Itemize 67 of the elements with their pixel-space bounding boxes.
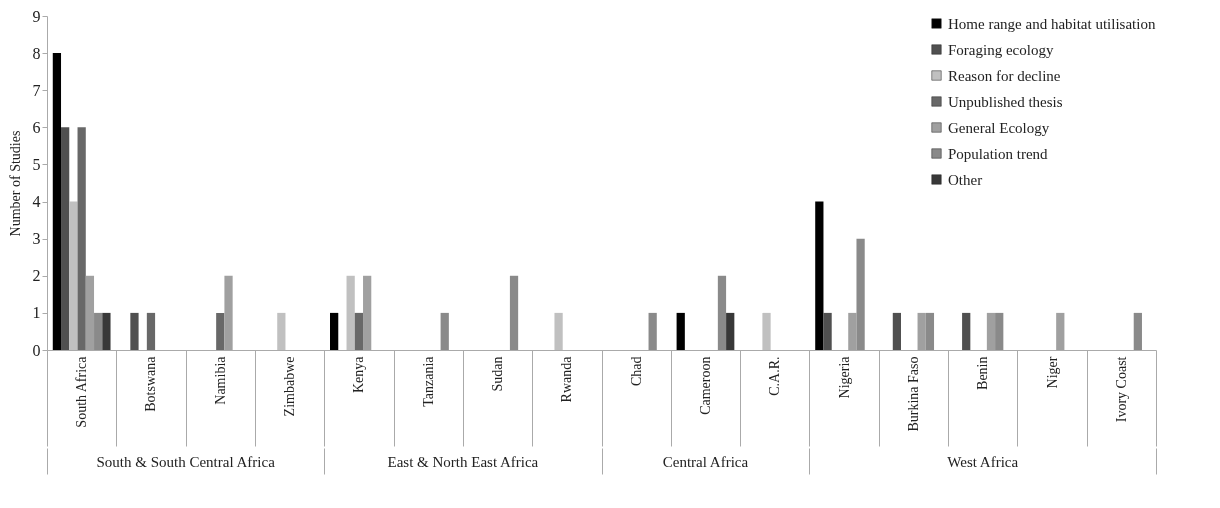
legend-label: Home range and habitat utilisation xyxy=(948,15,1156,32)
legend-label: Reason for decline xyxy=(948,67,1061,84)
x-tick-label: Kenya xyxy=(351,355,367,394)
x-tick-label: South Africa xyxy=(74,355,90,428)
bar xyxy=(94,312,103,350)
bar xyxy=(815,201,824,350)
y-tick-label: 1 xyxy=(32,304,41,322)
bar xyxy=(69,201,78,350)
y-tick-label: 6 xyxy=(32,118,41,136)
bar xyxy=(823,312,832,350)
bar xyxy=(61,127,70,350)
bar xyxy=(52,53,62,350)
legend-label: General Ecology xyxy=(948,119,1050,136)
x-tick-label: Zimbabwe xyxy=(282,356,298,417)
x-tick-label: Chad xyxy=(628,356,644,387)
bar xyxy=(676,312,685,350)
y-tick-label: 0 xyxy=(32,341,41,359)
bar xyxy=(102,312,111,350)
bar xyxy=(216,312,225,350)
bar xyxy=(717,275,727,350)
x-tick-label: Cameroon xyxy=(697,356,713,415)
y-axis-title: Number of Studies xyxy=(7,130,23,237)
bar xyxy=(925,312,935,350)
bar xyxy=(330,312,339,350)
legend-label: Foraging ecology xyxy=(948,41,1054,58)
x-tick-label: Niger xyxy=(1044,356,1060,389)
y-tick-label: 8 xyxy=(32,44,41,62)
bar xyxy=(726,312,735,350)
y-tick-label: 4 xyxy=(32,193,41,211)
bar xyxy=(856,238,865,350)
bar xyxy=(892,312,902,350)
text: West Africa xyxy=(947,454,1019,470)
y-tick-label: 2 xyxy=(32,267,41,285)
x-tick-label: Ivory Coast xyxy=(1113,356,1129,423)
x-tick-label: Rwanda xyxy=(559,355,575,403)
y-tick-label: 7 xyxy=(32,81,41,99)
y-tick-label: 9 xyxy=(32,7,41,25)
bar xyxy=(995,312,1004,350)
bar xyxy=(509,275,519,350)
text: South & South Central Africa xyxy=(96,454,276,470)
bar xyxy=(146,312,156,350)
legend-label: Population trend xyxy=(948,145,1049,162)
x-tick-label: Burkina Faso xyxy=(905,356,921,432)
x-tick-label: Nigeria xyxy=(836,355,852,399)
x-tick-label: Tanzania xyxy=(420,355,436,407)
bar xyxy=(130,312,139,350)
legend-label: Unpublished thesis xyxy=(948,93,1063,110)
y-tick-label: 3 xyxy=(32,230,41,248)
bar xyxy=(346,275,355,350)
bar xyxy=(77,127,86,350)
bar xyxy=(648,312,657,350)
bar xyxy=(1133,312,1142,350)
x-tick-label: Sudan xyxy=(490,356,506,392)
text: Central Africa xyxy=(662,454,749,470)
bar xyxy=(762,312,771,350)
bar xyxy=(277,312,286,350)
text: East & North East Africa xyxy=(387,454,539,470)
bar xyxy=(354,312,364,350)
bar xyxy=(440,312,449,350)
x-tick-label: Namibia xyxy=(212,355,228,405)
x-tick-label: Benin xyxy=(975,356,991,390)
bar xyxy=(554,312,563,350)
bar xyxy=(962,312,971,350)
x-tick-label: C.A.R. xyxy=(767,356,783,396)
y-tick-label: 5 xyxy=(32,155,41,173)
legend-label: Other xyxy=(948,171,983,188)
x-tick-label: Botswana xyxy=(143,355,159,412)
